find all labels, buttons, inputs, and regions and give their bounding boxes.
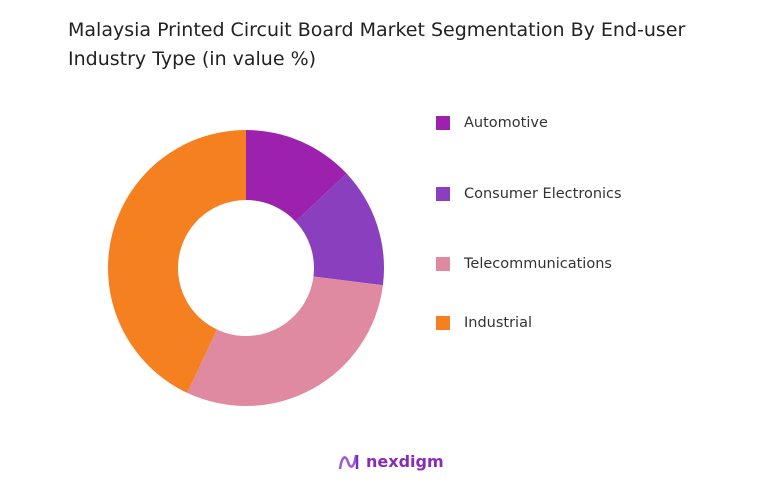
legend-swatch	[436, 116, 450, 130]
slice-telecommunications	[187, 276, 383, 406]
legend-item: Automotive	[436, 115, 548, 131]
slice-automotive	[246, 130, 347, 222]
slice-industrial	[108, 130, 246, 393]
legend-swatch	[436, 316, 450, 330]
chart-title: Malaysia Printed Circuit Board Market Se…	[68, 19, 686, 70]
nexdigm-logo: nexdigm	[338, 452, 444, 471]
slice-consumer-electronics	[295, 173, 384, 286]
legend-label: Industrial	[464, 315, 533, 331]
legend-swatch	[436, 257, 450, 271]
legend-item: Telecommunications	[436, 256, 612, 272]
nexdigm-logo-icon	[338, 454, 359, 469]
legend-item: Industrial	[436, 315, 532, 331]
brand-name: nexdigm	[366, 452, 444, 471]
legend-label: Consumer Electronics	[464, 186, 622, 202]
legend-item: Consumer Electronics	[436, 186, 622, 202]
legend-label: Automotive	[464, 115, 548, 131]
legend-label: Telecommunications	[464, 256, 612, 272]
legend-swatch	[436, 187, 450, 201]
